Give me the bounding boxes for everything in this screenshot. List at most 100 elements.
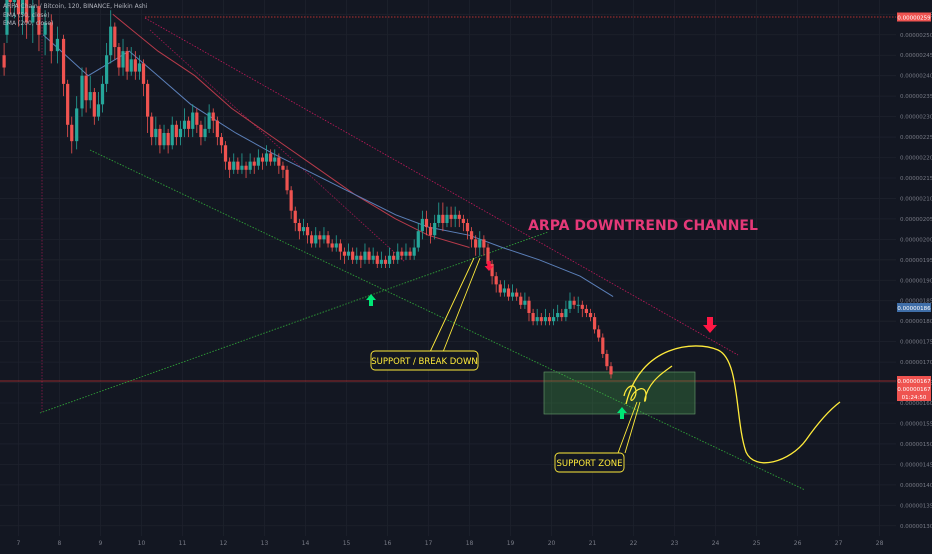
candle[interactable] [392, 251, 396, 264]
candle[interactable] [601, 333, 605, 359]
candle[interactable] [379, 251, 383, 268]
candle[interactable] [182, 108, 187, 138]
candle[interactable] [12, 0, 16, 19]
candle[interactable] [482, 235, 486, 256]
candle[interactable] [551, 308, 556, 326]
candle[interactable] [301, 218, 306, 236]
candle[interactable] [597, 325, 601, 342]
candle[interactable] [588, 308, 593, 322]
candle[interactable] [441, 202, 445, 232]
candle[interactable] [84, 67, 88, 113]
candle[interactable] [605, 349, 609, 371]
candle[interactable] [49, 14, 53, 64]
candle[interactable] [539, 313, 543, 326]
candle[interactable] [568, 292, 572, 314]
candle[interactable] [502, 280, 506, 297]
candle[interactable] [207, 104, 211, 133]
candle[interactable] [252, 157, 256, 174]
candle[interactable] [498, 280, 502, 297]
candle[interactable] [322, 227, 326, 244]
candle[interactable] [285, 165, 289, 195]
candle[interactable] [37, 0, 41, 52]
candle[interactable] [580, 300, 584, 318]
candle[interactable] [609, 362, 613, 379]
candle[interactable] [129, 47, 133, 76]
candle[interactable] [293, 206, 297, 232]
candle[interactable] [170, 116, 174, 150]
candle[interactable] [469, 227, 474, 248]
candle[interactable] [449, 206, 453, 228]
support-zone-box[interactable] [543, 371, 696, 415]
candle[interactable] [523, 292, 527, 309]
candle[interactable] [363, 243, 367, 264]
candle[interactable] [424, 210, 429, 236]
candle[interactable] [2, 42, 6, 76]
candle[interactable] [125, 47, 129, 80]
candle[interactable] [297, 218, 301, 240]
candle[interactable] [367, 247, 371, 264]
candle[interactable] [396, 243, 400, 264]
candle[interactable] [412, 239, 416, 260]
candle[interactable] [20, 0, 25, 35]
candle[interactable] [105, 42, 109, 93]
candle[interactable] [277, 153, 281, 174]
candle[interactable] [342, 247, 347, 264]
ema50-legend-label[interactable]: EMA (50, close) [3, 11, 50, 19]
candle[interactable] [260, 153, 265, 170]
candle[interactable] [547, 313, 552, 326]
candle[interactable] [305, 222, 310, 244]
candle[interactable] [191, 104, 195, 138]
candle[interactable] [61, 34, 66, 97]
candle[interactable] [531, 308, 535, 326]
candle[interactable] [219, 132, 224, 154]
candle[interactable] [400, 247, 404, 260]
candle[interactable] [236, 157, 240, 174]
candle[interactable] [383, 255, 388, 268]
candle[interactable] [490, 259, 494, 285]
candle[interactable] [70, 116, 74, 154]
candle[interactable] [96, 92, 101, 121]
candle[interactable] [535, 308, 539, 326]
candle[interactable] [359, 251, 363, 268]
candle[interactable] [162, 124, 166, 150]
candle[interactable] [428, 222, 433, 244]
candle[interactable] [465, 218, 470, 240]
candle[interactable] [66, 79, 70, 138]
candle[interactable] [506, 284, 511, 301]
candle[interactable] [420, 210, 424, 240]
candle[interactable] [519, 292, 523, 309]
price-axis[interactable]: 0.00000130 0.00000135 0.00000140 0.00000145… [900, 12, 932, 529]
candle[interactable] [113, 22, 117, 60]
candle[interactable] [211, 108, 215, 133]
candle[interactable] [584, 304, 588, 318]
candle[interactable] [75, 96, 79, 150]
candle[interactable] [5, 0, 9, 43]
candle[interactable] [55, 26, 60, 64]
candle[interactable] [289, 186, 293, 219]
candle[interactable] [478, 231, 482, 256]
candle[interactable] [228, 157, 232, 178]
candle[interactable] [457, 210, 461, 228]
candle[interactable] [355, 247, 359, 264]
candle[interactable] [174, 120, 178, 146]
candle[interactable] [408, 247, 412, 260]
candle[interactable] [330, 239, 334, 252]
candle[interactable] [445, 206, 449, 228]
candle[interactable] [150, 112, 154, 146]
candle[interactable] [31, 0, 35, 43]
candle[interactable] [371, 247, 375, 264]
candle[interactable] [351, 247, 355, 264]
candle[interactable] [154, 116, 158, 146]
candle[interactable] [133, 51, 137, 80]
candle[interactable] [314, 227, 318, 248]
candle[interactable] [166, 128, 170, 154]
ema200-legend-label[interactable]: EMA (200, close) [3, 20, 54, 28]
candle[interactable] [387, 247, 392, 268]
candle[interactable] [240, 153, 244, 174]
candle[interactable] [375, 251, 379, 268]
candlesticks[interactable] [2, 0, 613, 379]
candle[interactable] [416, 222, 420, 252]
candle[interactable] [453, 206, 457, 228]
